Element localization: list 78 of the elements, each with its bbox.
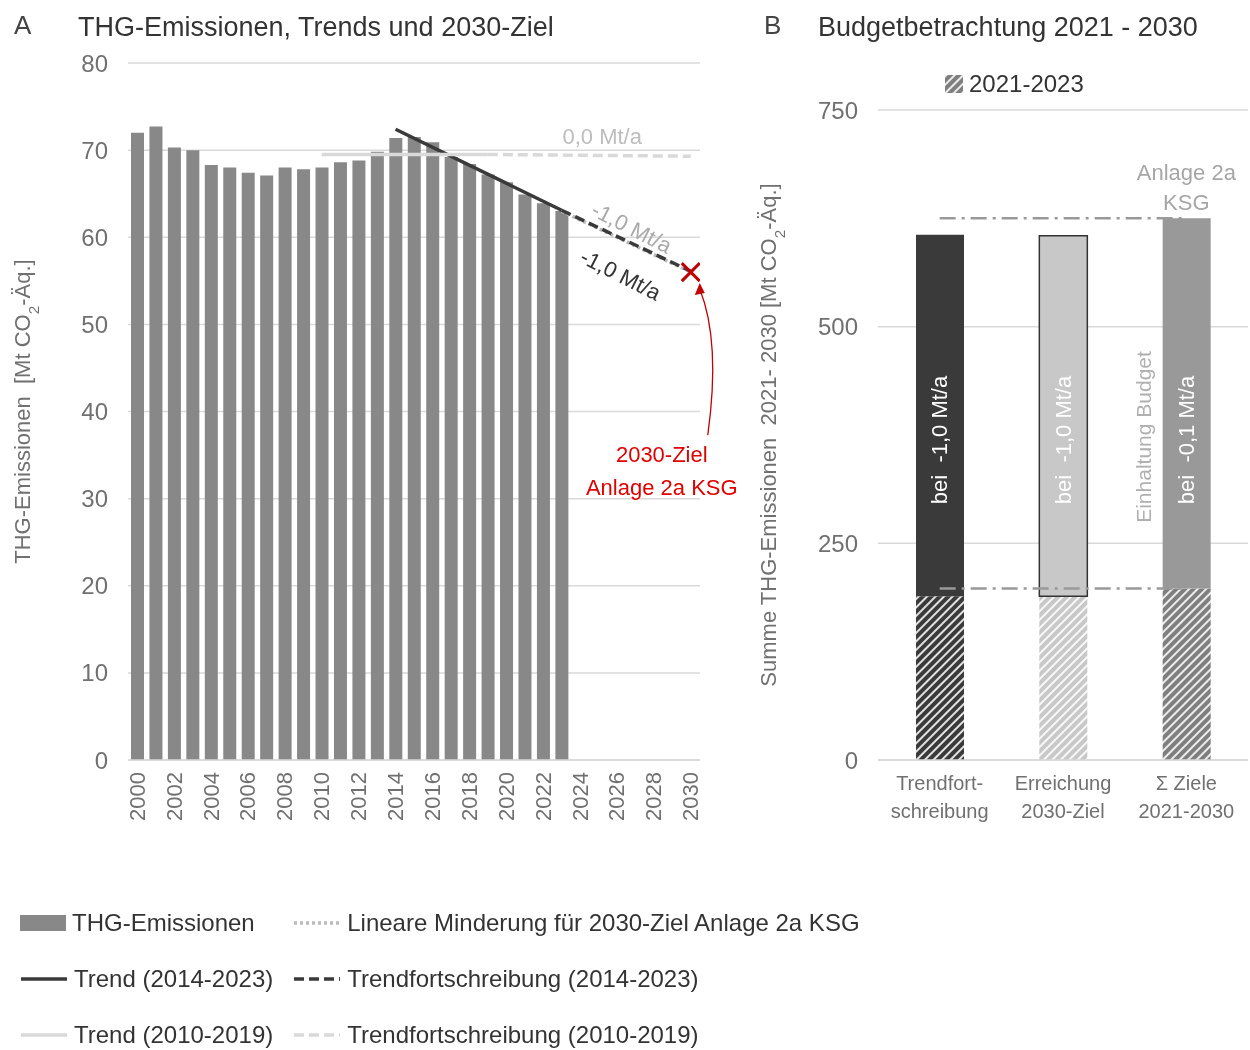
bar bbox=[333, 162, 347, 760]
annotation: bei -0,1 Mt/a bbox=[1173, 375, 1199, 505]
bar bbox=[536, 203, 550, 760]
y-tick-label: 30 bbox=[81, 485, 108, 513]
x-tick-label: 2022 bbox=[530, 772, 556, 821]
bar bbox=[241, 172, 255, 760]
x-tick-label: 2018 bbox=[456, 772, 482, 821]
legend-label: Trendfortschreibung (2010-2019) bbox=[347, 1021, 699, 1049]
text: A bbox=[14, 10, 32, 40]
bar bbox=[186, 150, 200, 760]
y-tick-label: 60 bbox=[81, 223, 108, 251]
x-tick-label: 2002 bbox=[161, 772, 187, 821]
bar bbox=[481, 174, 495, 760]
bar bbox=[407, 137, 421, 760]
x-tick-label: Σ Ziele 2021-2030 bbox=[1138, 772, 1235, 822]
x-tick-label: Erreichung 2030-Ziel bbox=[1014, 772, 1112, 822]
bar bbox=[352, 160, 366, 760]
y-tick-label: 500 bbox=[817, 313, 858, 341]
y-tick-label: 0 bbox=[844, 746, 858, 774]
annotation: 0,0 Mt/a bbox=[562, 123, 643, 149]
bar bbox=[463, 164, 477, 760]
x-tick-label: 2026 bbox=[604, 772, 630, 821]
bar bbox=[167, 147, 181, 760]
y-tick-label: 70 bbox=[81, 136, 108, 164]
bar bbox=[204, 164, 218, 760]
x-tick-label: 2016 bbox=[419, 772, 445, 821]
bar bbox=[315, 167, 329, 760]
bar bbox=[916, 596, 964, 760]
bar bbox=[149, 126, 163, 760]
y-tick-label: 0 bbox=[94, 746, 108, 774]
legend-label: Trend (2014-2023) bbox=[74, 965, 274, 993]
x-tick-label: 2000 bbox=[124, 772, 150, 821]
bar bbox=[1162, 588, 1211, 760]
annotation: 2030-Ziel Anlage 2a KSG bbox=[585, 442, 738, 501]
annotation: bei -1,0 Mt/a bbox=[927, 375, 953, 505]
chart-title: Budgetbetrachtung 2021 - 2030 bbox=[818, 12, 1198, 42]
bar bbox=[444, 157, 458, 760]
x-tick-label: 2012 bbox=[346, 772, 372, 821]
bar bbox=[297, 169, 311, 760]
y-tick-label: 50 bbox=[81, 310, 108, 338]
legend-label: THG-Emissionen bbox=[72, 909, 255, 937]
legend-label: Lineare Minderung für 2030-Ziel Anlage 2a KSG bbox=[347, 909, 860, 937]
bar bbox=[1039, 596, 1088, 760]
y-tick-label: 80 bbox=[81, 49, 108, 77]
bar bbox=[555, 211, 569, 760]
bar bbox=[131, 132, 144, 760]
y-tick-label: 750 bbox=[817, 96, 858, 124]
y-tick-label: 10 bbox=[81, 659, 108, 687]
bar bbox=[916, 234, 964, 597]
text: B bbox=[764, 10, 782, 40]
x-tick-label: 2008 bbox=[272, 772, 298, 821]
bar bbox=[260, 175, 274, 760]
ref-line-label: Anlage 2a KSG bbox=[1136, 160, 1237, 216]
legend-label: 2021-2023 bbox=[969, 70, 1084, 98]
bar bbox=[370, 151, 384, 760]
legend-label: Trendfortschreibung (2014-2023) bbox=[347, 965, 699, 993]
y-tick-label: 40 bbox=[81, 398, 108, 426]
bar bbox=[426, 142, 440, 760]
bar bbox=[518, 194, 532, 760]
x-tick-label: Trendfort- schreibung bbox=[890, 772, 989, 822]
bar bbox=[278, 167, 292, 760]
bar bbox=[389, 137, 403, 760]
x-tick-label: 2014 bbox=[383, 772, 409, 821]
chart-title: THG-Emissionen, Trends und 2030-Ziel bbox=[78, 12, 554, 42]
x-tick-label: 2024 bbox=[567, 772, 593, 821]
bar bbox=[1038, 234, 1089, 597]
x-tick-label: 2028 bbox=[641, 772, 667, 821]
bar bbox=[223, 167, 237, 760]
y-tick-label: 20 bbox=[81, 572, 108, 600]
y-tick-label: 250 bbox=[817, 529, 858, 557]
x-tick-label: 2004 bbox=[198, 772, 224, 821]
legend-label: Trend (2010-2019) bbox=[74, 1021, 274, 1049]
bar bbox=[500, 182, 514, 760]
x-tick-label: 2006 bbox=[235, 772, 261, 821]
x-tick-label: 2020 bbox=[493, 772, 519, 821]
x-tick-label: 2010 bbox=[309, 772, 335, 821]
x-tick-label: 2030 bbox=[678, 772, 704, 821]
annotation: Einhaltung Budget bbox=[1131, 351, 1155, 523]
